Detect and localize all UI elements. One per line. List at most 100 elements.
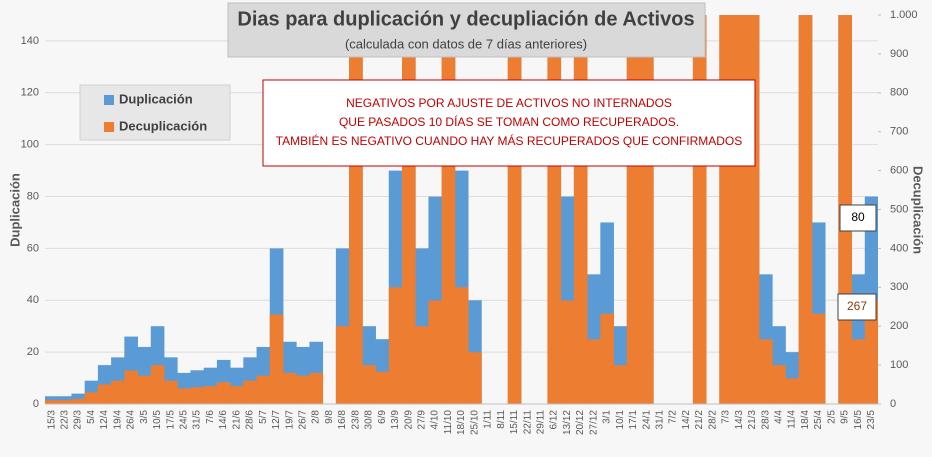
x-tick-label: 31/1: [654, 410, 665, 430]
x-tick-label: 20/12: [575, 410, 586, 435]
area-segment: [573, 15, 588, 404]
x-tick-label: 27/12: [588, 410, 599, 435]
x-tick-label: 21/6: [231, 410, 242, 430]
area-segment: [230, 386, 244, 404]
area-segment: [137, 375, 152, 404]
x-tick-label: 2/5: [826, 410, 837, 424]
y-tick-label: 40: [27, 294, 39, 306]
area-segment: [269, 314, 284, 404]
x-tick-label: 24/1: [641, 410, 652, 430]
x-tick-label: 28/6: [245, 410, 256, 430]
area-segment: [600, 313, 614, 404]
area-segment: [243, 380, 257, 404]
area-segment: [177, 388, 191, 404]
x-tick-label: 5/4: [86, 410, 97, 424]
annotation: QUE PASADOS 10 DÍAS SE TOMAN COMO RECUPE…: [339, 114, 679, 129]
x-tick-label: 26/4: [126, 410, 137, 430]
x-tick-label: 15/3: [46, 410, 57, 430]
area-segment: [640, 15, 654, 404]
legend-swatch: [104, 95, 114, 105]
y-axis-title: Duplicación: [7, 173, 22, 247]
legend-label: Duplicación: [119, 91, 193, 106]
x-tick-label: 18/4: [800, 410, 811, 430]
area-segment: [838, 15, 852, 404]
x-tick-label: 18/10: [456, 410, 467, 435]
x-tick-label: 28/3: [760, 410, 771, 430]
x-tick-label: 23/8: [350, 410, 361, 430]
area-segment: [388, 287, 403, 404]
x-tick-label: 24/5: [178, 410, 189, 430]
title-box: [227, 2, 706, 58]
area-segment: [84, 392, 99, 404]
x-tick-label: 1/11: [483, 410, 494, 429]
area-segment: [692, 15, 707, 404]
area-segment: [97, 384, 112, 404]
x-tick-label: 12/4: [99, 410, 110, 430]
area-segment: [71, 398, 86, 404]
y-tick-label: 80: [27, 190, 39, 202]
x-tick-label: 9/5: [840, 410, 851, 424]
area-segment: [203, 386, 218, 404]
area-segment: [613, 365, 628, 404]
x-tick-label: 23/5: [866, 410, 877, 430]
x-tick-label: 16/8: [337, 410, 348, 430]
area-segment: [190, 387, 205, 404]
x-tick-label: 12/7: [271, 410, 282, 430]
x-tick-label: 3/1: [602, 410, 613, 424]
x-tick-label: 19/4: [112, 410, 123, 430]
y2-tick-label: 700: [890, 126, 908, 138]
x-tick-label: 8/11: [496, 410, 507, 429]
x-tick-label: 15/11: [509, 410, 520, 435]
x-tick-label: 29/3: [73, 410, 84, 430]
area-segment: [560, 300, 575, 404]
x-tick-label: 14/3: [734, 410, 745, 430]
x-tick-label: 27/9: [416, 410, 427, 430]
x-tick-label: 10/1: [615, 410, 626, 430]
x-tick-label: 17/5: [165, 410, 176, 430]
area-segment: [864, 300, 878, 404]
x-tick-label: 31/5: [192, 410, 203, 430]
x-tick-label: 4/4: [773, 410, 784, 424]
area-segment: [111, 380, 125, 404]
y-tick-label: 120: [21, 87, 39, 99]
area-segment: [798, 15, 813, 404]
area-segment: [785, 378, 800, 404]
area-segment: [58, 400, 72, 404]
area-segment: [454, 287, 469, 404]
x-tick-label: 25/4: [813, 410, 824, 430]
x-tick-label: 13/9: [390, 410, 401, 430]
area-segment: [719, 15, 733, 404]
area-segment: [45, 400, 59, 404]
x-tick-label: 22/3: [59, 410, 70, 430]
chart-title: Dias para duplicación y decupliación de …: [237, 8, 694, 30]
y-tick-label: 140: [21, 35, 39, 47]
y2-tick-label: 1.000: [890, 9, 918, 21]
legend-swatch: [104, 122, 114, 132]
area-segment: [745, 15, 760, 404]
x-tick-label: 29/11: [535, 410, 546, 435]
area-segment: [441, 15, 456, 404]
y-tick-label: 0: [33, 398, 39, 410]
area-segment: [732, 15, 747, 404]
area-segment: [415, 326, 429, 404]
y2-tick-label: 500: [890, 203, 908, 215]
area-segment: [759, 339, 773, 404]
x-tick-label: 5/7: [258, 410, 269, 424]
area-segment: [811, 313, 826, 404]
x-tick-label: 21/2: [694, 410, 705, 430]
x-tick-label: 22/11: [522, 410, 533, 435]
area-segment: [283, 372, 297, 404]
annotation-box: [262, 79, 756, 167]
area-segment: [402, 15, 416, 404]
x-tick-label: 3/5: [139, 410, 150, 424]
area-segment: [772, 365, 786, 404]
area-segment: [309, 372, 324, 404]
value-label-box: [839, 204, 877, 232]
area-segment: [256, 375, 271, 404]
y2-tick-label: 600: [890, 165, 908, 177]
value-label: 80: [851, 210, 865, 224]
y-tick-label: 100: [21, 139, 39, 151]
area-segment: [296, 375, 310, 404]
x-tick-label: 28/2: [707, 410, 718, 430]
